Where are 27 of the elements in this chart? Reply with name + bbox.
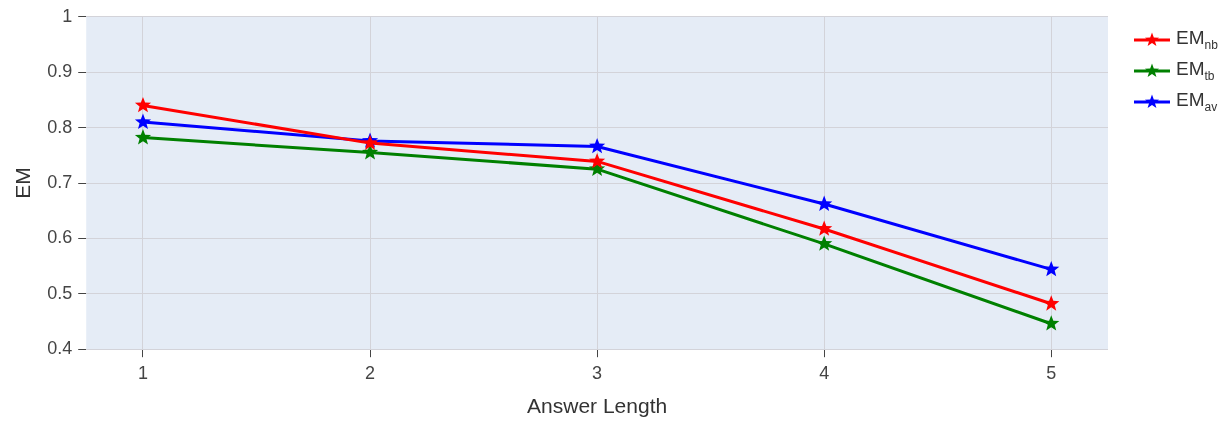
point [816,235,833,251]
point [361,144,379,160]
x-axis-title: Answer Length [527,394,668,418]
y-tick-label: 0.7 [47,171,73,192]
y-tick-label: 0.6 [47,227,73,248]
x-tick-label: 3 [592,362,603,383]
x-tick-label: 4 [819,362,830,383]
y-tick-label: 0.4 [47,338,73,359]
point [1043,315,1060,331]
y-tick-label: 0.8 [47,116,73,137]
y-tick-label: 0.5 [47,282,73,303]
point [1043,295,1060,311]
legend-label: EM$_{av}$ [1176,89,1218,114]
legend-label: EM$_{nb}$ [1176,27,1218,52]
y-tick-label: 0.9 [47,61,73,82]
x-tick-label: 2 [365,362,376,383]
point [1043,260,1060,277]
point [589,152,606,169]
x-tick-label: 5 [1046,362,1057,383]
point [589,137,606,154]
y-axis-title: EM [11,167,35,199]
x-tick-label: 1 [137,362,148,383]
point [134,113,152,129]
legend-label: EM$_{tb}$ [1176,58,1215,83]
point [134,96,152,113]
y-tick-label: 1 [62,5,73,26]
point [134,129,152,145]
